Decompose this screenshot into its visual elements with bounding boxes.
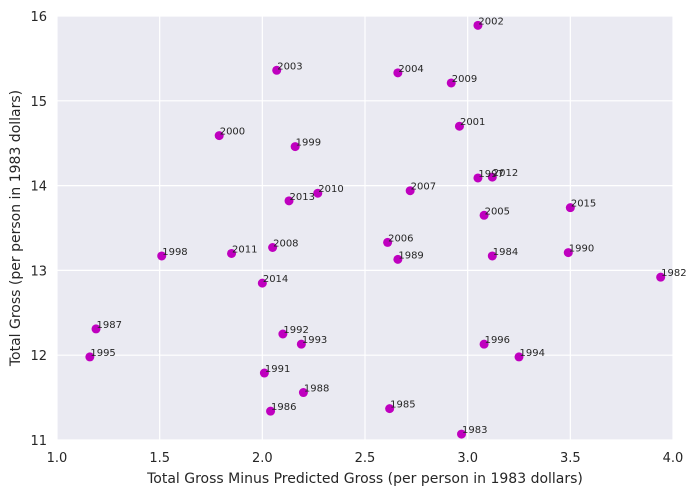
data-point bbox=[259, 368, 269, 378]
x-tick-label: 2.5 bbox=[355, 451, 376, 466]
point-label: 1995 bbox=[90, 348, 115, 359]
data-point bbox=[157, 251, 167, 261]
data-point bbox=[487, 251, 497, 261]
data-point bbox=[313, 188, 323, 198]
data-point bbox=[227, 248, 237, 258]
data-point bbox=[284, 196, 294, 206]
data-point bbox=[298, 388, 308, 398]
point-label: 1997 bbox=[478, 169, 503, 180]
data-point bbox=[479, 339, 489, 349]
point-label: 2014 bbox=[263, 274, 288, 285]
data-point bbox=[405, 186, 415, 196]
point-label: 1989 bbox=[398, 250, 423, 261]
data-point bbox=[385, 404, 395, 414]
data-point bbox=[446, 78, 456, 88]
y-tick-label: 13 bbox=[30, 264, 47, 279]
data-point bbox=[563, 248, 573, 258]
point-label: 1998 bbox=[162, 247, 187, 258]
point-label: 1996 bbox=[485, 335, 510, 346]
data-point bbox=[473, 173, 483, 183]
point-label: 2010 bbox=[318, 184, 343, 195]
data-point bbox=[266, 406, 276, 416]
point-label: 2013 bbox=[290, 192, 315, 203]
data-point bbox=[278, 329, 288, 339]
data-point bbox=[257, 278, 267, 288]
point-label: 1993 bbox=[302, 335, 327, 346]
point-label: 1999 bbox=[296, 138, 321, 149]
data-point bbox=[393, 254, 403, 264]
y-tick-label: 16 bbox=[30, 10, 47, 25]
data-point bbox=[454, 121, 464, 131]
point-label: 2011 bbox=[232, 244, 257, 255]
point-label: 2008 bbox=[273, 239, 298, 250]
point-label: 2009 bbox=[452, 74, 477, 85]
data-point bbox=[214, 131, 224, 141]
point-label: 1994 bbox=[520, 348, 545, 359]
x-tick-labels: 1.0 1.5 2.0 2.5 3.0 3.5 4.0 bbox=[47, 451, 684, 466]
point-label: 2007 bbox=[411, 182, 436, 193]
y-tick-label: 11 bbox=[30, 434, 47, 449]
data-point bbox=[514, 352, 524, 362]
data-point bbox=[268, 243, 278, 253]
point-label: 1982 bbox=[661, 268, 686, 279]
y-tick-label: 14 bbox=[30, 180, 47, 195]
x-tick-label: 3.5 bbox=[560, 451, 581, 466]
point-label: 1990 bbox=[569, 244, 594, 255]
point-label: 2015 bbox=[571, 199, 596, 210]
data-point bbox=[473, 20, 483, 30]
data-point bbox=[479, 210, 489, 220]
data-point bbox=[487, 172, 497, 182]
data-point bbox=[393, 68, 403, 78]
data-point bbox=[272, 65, 282, 75]
x-tick-label: 1.0 bbox=[47, 451, 68, 466]
x-tick-label: 4.0 bbox=[663, 451, 684, 466]
point-label: 2006 bbox=[388, 233, 413, 244]
point-label: 1986 bbox=[271, 402, 296, 413]
data-point bbox=[290, 142, 300, 152]
data-points bbox=[85, 20, 666, 439]
data-point bbox=[457, 429, 467, 439]
point-label: 1983 bbox=[462, 425, 487, 436]
data-point bbox=[85, 352, 95, 362]
x-tick-label: 3.0 bbox=[457, 451, 478, 466]
point-label: 2000 bbox=[220, 127, 245, 138]
data-point bbox=[91, 324, 101, 334]
point-label: 1984 bbox=[493, 247, 518, 258]
point-label: 1988 bbox=[304, 384, 329, 395]
data-point bbox=[383, 237, 393, 247]
y-tick-label: 15 bbox=[30, 95, 47, 110]
data-point bbox=[296, 339, 306, 349]
x-axis-label: Total Gross Minus Predicted Gross (per p… bbox=[146, 471, 583, 487]
point-label: 1991 bbox=[265, 364, 290, 375]
y-axis-label: Total Gross (per person in 1983 dollars) bbox=[8, 90, 24, 367]
point-label: 1992 bbox=[283, 325, 308, 336]
point-label: 1987 bbox=[97, 320, 122, 331]
point-label: 2004 bbox=[398, 64, 423, 75]
x-tick-label: 2.0 bbox=[252, 451, 273, 466]
data-point bbox=[656, 272, 666, 282]
grid-lines bbox=[56, 15, 674, 441]
data-point bbox=[565, 203, 575, 213]
point-label: 2003 bbox=[277, 61, 302, 72]
x-tick-label: 1.5 bbox=[149, 451, 170, 466]
point-label: 1985 bbox=[390, 400, 415, 411]
point-label: 2005 bbox=[485, 206, 510, 217]
point-label: 2002 bbox=[478, 16, 503, 27]
y-tick-label: 12 bbox=[30, 349, 47, 364]
y-tick-labels: 11 12 13 14 15 16 bbox=[30, 10, 47, 449]
point-label: 2012 bbox=[493, 168, 518, 179]
point-label: 2001 bbox=[460, 117, 485, 128]
